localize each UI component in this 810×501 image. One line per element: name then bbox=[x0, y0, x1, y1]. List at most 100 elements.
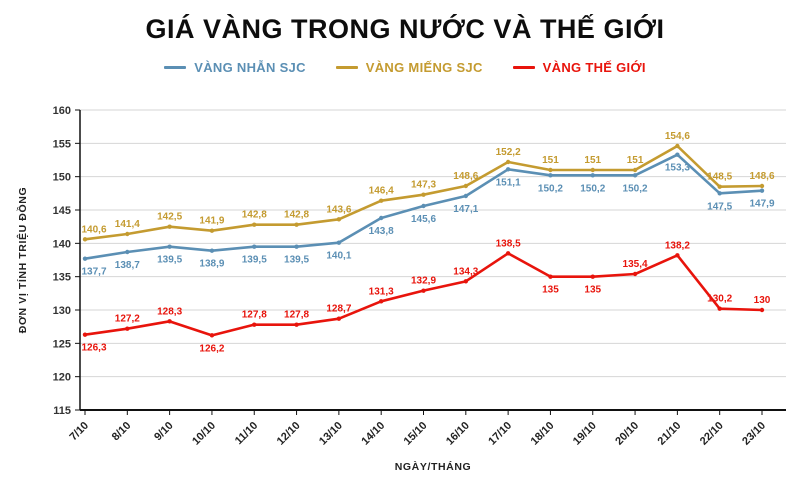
data-point bbox=[463, 183, 469, 189]
y-tick-label: 130 bbox=[53, 305, 71, 317]
data-point bbox=[294, 244, 299, 249]
data-label: 154,6 bbox=[665, 131, 690, 142]
legend-item-vang-nhan-sjc: VÀNG NHẪN SJC bbox=[164, 60, 306, 75]
data-point bbox=[505, 159, 511, 165]
data-label: 148,6 bbox=[749, 171, 774, 182]
data-label: 147,5 bbox=[707, 201, 732, 212]
data-label: 141,4 bbox=[115, 219, 140, 230]
x-tick-label: 22/10 bbox=[698, 420, 726, 448]
line-chart: 115 120 125 130 135 140 145 150 155 160 7/10 8/10 9/… bbox=[16, 105, 786, 473]
data-point bbox=[336, 316, 342, 321]
data-point bbox=[548, 274, 553, 279]
x-tick-label: 18/10 bbox=[529, 420, 557, 448]
data-point bbox=[378, 299, 384, 304]
data-label: 139,5 bbox=[157, 255, 182, 266]
data-label: 147,3 bbox=[411, 180, 436, 191]
data-point bbox=[167, 224, 172, 229]
data-label: 127,8 bbox=[242, 310, 267, 321]
data-label: 138,9 bbox=[199, 259, 224, 270]
data-label: 150,2 bbox=[623, 183, 648, 194]
data-label: 140,1 bbox=[326, 251, 351, 262]
data-label: 135 bbox=[542, 285, 559, 296]
data-point bbox=[717, 184, 722, 189]
data-label: 151 bbox=[627, 155, 644, 166]
data-label: 152,2 bbox=[496, 147, 521, 158]
data-label: 130 bbox=[754, 295, 771, 306]
data-label: 128,7 bbox=[326, 304, 351, 315]
data-point bbox=[759, 183, 765, 189]
legend-line-marker bbox=[512, 65, 535, 69]
y-tick-label: 140 bbox=[53, 238, 71, 250]
data-point bbox=[421, 288, 426, 293]
data-point bbox=[463, 279, 469, 284]
y-axis-title: ĐƠN VỊ TÍNH TRIỆU ĐỒNG bbox=[16, 187, 29, 333]
data-point bbox=[505, 251, 511, 256]
data-label: 139,5 bbox=[284, 255, 309, 266]
data-label: 143,8 bbox=[369, 226, 394, 237]
data-label: 148,5 bbox=[707, 172, 732, 183]
data-label: 143,6 bbox=[326, 204, 351, 215]
data-label: 142,8 bbox=[284, 210, 309, 221]
data-label: 148,6 bbox=[453, 171, 478, 182]
data-label: 145,6 bbox=[411, 214, 436, 225]
data-point bbox=[294, 322, 299, 327]
data-point bbox=[336, 240, 342, 245]
data-point bbox=[421, 203, 426, 209]
data-point bbox=[125, 326, 130, 331]
data-point bbox=[167, 244, 172, 249]
x-tick-label: 13/10 bbox=[317, 420, 345, 448]
data-point bbox=[675, 152, 680, 157]
data-point bbox=[378, 198, 384, 203]
x-tick-label: 19/10 bbox=[571, 420, 599, 448]
data-label: 138,7 bbox=[115, 260, 140, 271]
data-point bbox=[717, 191, 722, 196]
data-label: 132,9 bbox=[411, 276, 436, 287]
data-label: 150,2 bbox=[538, 183, 563, 194]
chart-legend: VÀNG NHẪN SJC VÀNG MIẾNG SJC VÀNG THẾ GI… bbox=[0, 58, 810, 76]
data-label: 127,8 bbox=[284, 310, 309, 321]
y-tick-label: 115 bbox=[53, 405, 71, 417]
x-axis-title: NGÀY/THÁNG bbox=[395, 460, 472, 473]
data-point bbox=[336, 217, 342, 222]
data-point bbox=[82, 332, 88, 337]
data-point bbox=[294, 222, 299, 227]
data-label: 139,5 bbox=[242, 255, 267, 266]
data-label: 135,4 bbox=[623, 259, 648, 270]
series-line-2 bbox=[83, 252, 764, 337]
x-tick-label: 8/10 bbox=[110, 420, 134, 444]
x-tick-label: 14/10 bbox=[359, 420, 387, 448]
y-tick-label: 160 bbox=[53, 105, 71, 117]
data-point bbox=[421, 192, 426, 197]
x-tick-label: 11/10 bbox=[233, 420, 261, 448]
y-tick-label: 155 bbox=[53, 138, 71, 150]
x-tick-label: 10/10 bbox=[190, 420, 218, 448]
x-tick-label: 20/10 bbox=[613, 420, 641, 448]
data-point bbox=[759, 307, 765, 313]
data-point bbox=[209, 228, 215, 233]
x-tick-label: 7/10 bbox=[67, 420, 91, 444]
x-tick-label: 12/10 bbox=[275, 420, 303, 448]
data-label: 141,9 bbox=[199, 216, 224, 227]
data-point bbox=[125, 249, 130, 255]
data-point bbox=[252, 322, 257, 327]
data-point bbox=[548, 173, 553, 178]
data-label: 134,3 bbox=[453, 266, 478, 277]
chart-title: GIÁ VÀNG TRONG NƯỚC VÀ THẾ GIỚI bbox=[145, 14, 665, 44]
data-point bbox=[252, 222, 257, 227]
data-label: 127,2 bbox=[115, 314, 140, 325]
x-tick-label: 17/10 bbox=[486, 420, 514, 448]
data-point bbox=[252, 244, 257, 249]
data-label: 138,2 bbox=[665, 240, 690, 251]
legend-item-vang-mieng-sjc: VÀNG MIẾNG SJC bbox=[335, 60, 483, 75]
y-tick-label: 135 bbox=[53, 272, 71, 284]
data-label: 140,6 bbox=[81, 224, 106, 235]
data-point bbox=[209, 333, 215, 338]
data-point bbox=[590, 173, 595, 178]
legend-line-marker bbox=[164, 65, 187, 69]
data-label: 146,4 bbox=[369, 186, 394, 197]
data-label: 130,2 bbox=[707, 294, 732, 305]
data-label: 135 bbox=[584, 285, 601, 296]
data-point bbox=[675, 143, 680, 149]
data-label: 131,3 bbox=[369, 286, 394, 297]
